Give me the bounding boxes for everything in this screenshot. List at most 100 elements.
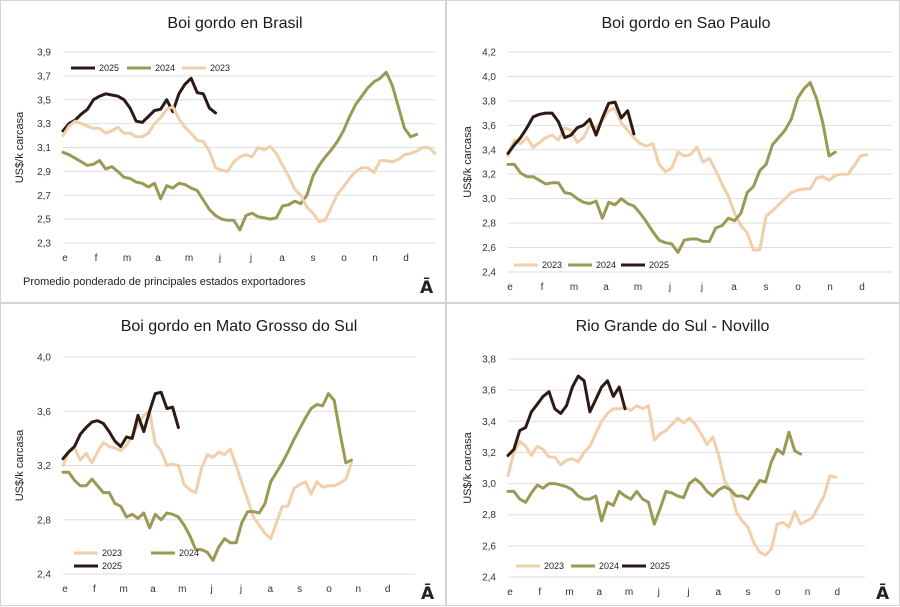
legend-label-2023: 2023 [542,260,562,270]
x-tick-label: d [385,584,391,595]
y-tick-label: 3,0 [482,479,496,490]
logo-mark: Ā [876,582,890,604]
x-tick-label: d [834,587,840,598]
x-tick-label: a [279,253,285,264]
x-tick-label: f [93,584,96,595]
chart-panel-brasil: Boi gordo en Brasil 2,3 2,5 2,7 2,9 3,1 3,3 3,5… [0,0,446,303]
x-tick-label: m [178,584,186,595]
y-axis-label: US$/k carcasa [462,125,474,197]
chart-title: Boi gordo en Brasil [167,15,302,32]
y-tick-label: 4,0 [482,72,496,83]
logo-mark: Ā [421,582,435,604]
y-tick-label: 3,4 [482,417,496,428]
x-tick-label: m [570,282,578,293]
y-tick-label: 2,8 [482,219,496,230]
x-tick-label: f [95,253,98,264]
x-tick-label: a [155,253,161,264]
y-tick-label: 3,2 [482,448,496,459]
x-tick-label: m [565,587,573,598]
x-tick-label: d [403,253,409,264]
x-tick-label: e [62,584,68,595]
x-tick-label: a [268,584,274,595]
chart-title: Boi gordo en Sao Paulo [601,15,770,32]
x-tick-label: o [326,584,332,595]
y-tick-label: 2,3 [37,239,51,250]
series-line-2024 [61,392,353,562]
chart-svg: Rio Grande do Sul - Novillo 2,4 2,6 2,8 3,0 3… [462,318,890,604]
legend-label-2025: 2025 [99,63,119,73]
y-tick-label: 3,5 [37,95,51,106]
logo-mark: Ā [420,276,434,298]
y-tick-label: 3,2 [482,170,496,181]
y-tick-label: 3,6 [482,121,496,132]
series-line-2025 [61,390,180,461]
chart-title: Rio Grande do Sul - Novillo [576,318,770,335]
x-tick-label: o [341,253,347,264]
legend-label-2025: 2025 [649,260,669,270]
y-tick-label: 3,0 [482,194,496,205]
x-tick-label: j [657,587,660,598]
x-tick-label: n [372,253,378,264]
x-tick-label: f [538,587,541,598]
x-tick-label: a [731,282,737,293]
y-tick-label: 2,9 [37,167,51,178]
y-tick-label: 3,6 [37,407,51,418]
y-tick-label: 2,4 [37,570,51,581]
x-tick-label: a [150,584,156,595]
x-tick-label: e [62,253,68,264]
x-tick-label: s [746,587,751,598]
legend-label-2025: 2025 [650,561,670,571]
legend-label-2023: 2023 [102,548,122,558]
x-tick-label: j [249,253,252,264]
x-tick-label: j [218,253,221,264]
x-tick-label: n [805,587,811,598]
y-tick-label: 4,0 [37,353,51,364]
legend-label-2023: 2023 [544,561,564,571]
x-tick-label: j [668,282,671,293]
series-line-2025 [506,100,636,155]
chart-note: Promedio ponderado de principales estado… [23,276,306,288]
legend-label-2023: 2023 [210,63,230,73]
x-tick-label: j [700,282,703,293]
x-tick-label: s [311,253,316,264]
series-line-2025 [506,374,627,457]
y-tick-label: 3,2 [37,461,51,472]
x-tick-label: j [239,584,242,595]
y-tick-label: 2,8 [37,515,51,526]
x-tick-label: s [764,282,769,293]
y-tick-label: 2,8 [482,510,496,521]
y-tick-label: 3,3 [37,119,51,130]
y-tick-label: 2,4 [482,573,496,584]
x-tick-label: e [507,282,513,293]
x-tick-label: d [859,282,865,293]
y-axis-label: US$/k carcasa [462,431,474,503]
chart-svg: Boi gordo en Sao Paulo 2,4 2,6 2,8 3,0 3,2 3,4… [462,15,892,293]
x-tick-label: j [210,584,213,595]
x-tick-label: o [775,587,781,598]
y-tick-label: 4,2 [482,48,496,59]
series-line-2023 [61,105,437,223]
x-tick-label: a [596,587,602,598]
legend-label-2025: 2025 [102,561,122,571]
x-tick-label: m [625,587,633,598]
y-tick-label: 3,4 [482,145,496,156]
x-tick-label: j [686,587,689,598]
y-axis-label: US$/k carcasa [14,111,26,183]
chart-panel-sao-paulo: Boi gordo en Sao Paulo 2,4 2,6 2,8 3,0 3,2 3,4… [446,0,900,303]
x-tick-label: f [541,282,544,293]
legend-label-2024: 2024 [179,548,199,558]
x-tick-label: n [827,282,833,293]
x-tick-label: m [185,253,193,264]
y-tick-label: 3,1 [37,143,51,154]
chart-svg: Boi gordo en Mato Grosso do Sul 2,4 2,8 3,2… [14,318,435,604]
x-tick-label: m [119,584,127,595]
y-tick-label: 3,8 [482,355,496,366]
series-line-2024 [506,81,837,254]
series-line-2023 [506,106,869,252]
y-tick-label: 2,6 [482,243,496,254]
series-line-2023 [506,404,838,557]
series-line-2023 [61,409,353,541]
x-tick-label: m [634,282,642,293]
series-line-2024 [506,430,803,526]
legend-label-2024: 2024 [599,561,619,571]
